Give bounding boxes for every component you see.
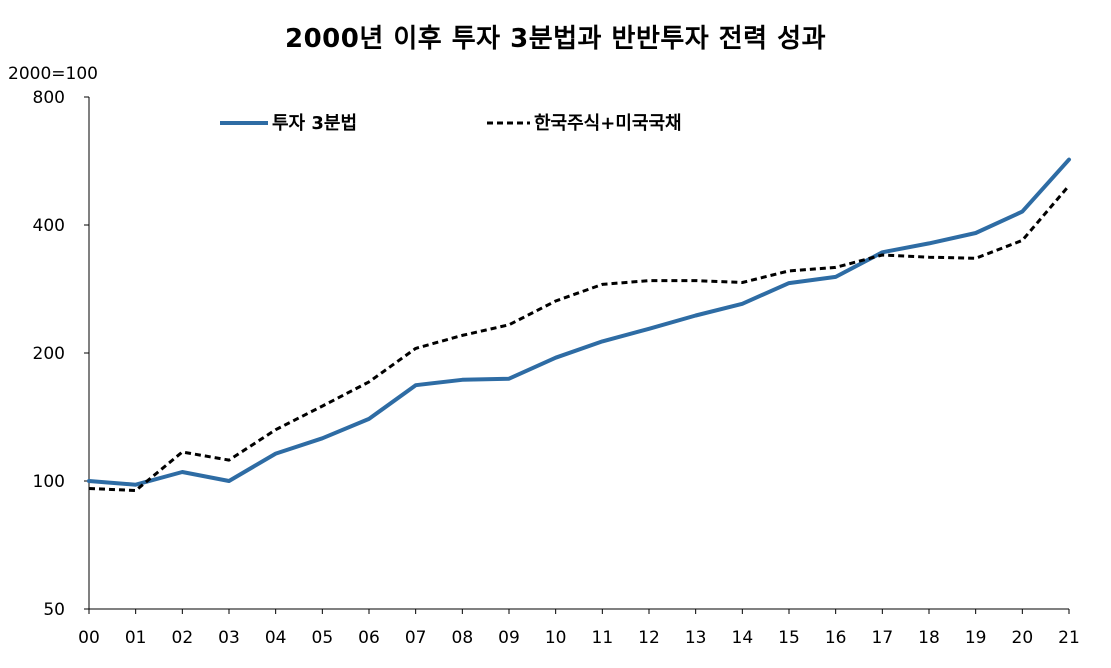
x-tick-label-20: 20 [1012,628,1034,648]
x-tick-label-09: 09 [498,628,520,648]
x-tick-label-17: 17 [872,628,894,648]
x-tick-label-18: 18 [918,628,940,648]
series-line-1 [88,184,1071,492]
x-tick-label-07: 07 [405,628,427,648]
y-tick-label-50: 50 [43,600,65,620]
x-tick-label-04: 04 [265,628,287,648]
y-axis-unit-label: 2000=100 [8,64,98,84]
x-tick-label-13: 13 [685,628,707,648]
x-tick-label-05: 05 [312,628,334,648]
x-tick-label-14: 14 [732,628,754,648]
legend-label-1: 한국주식+미국국채 [534,113,682,134]
x-tick-label-00: 00 [78,628,100,648]
y-tick-label-400: 400 [33,216,65,236]
series-lines [87,157,1071,492]
y-tick-label-100: 100 [33,472,65,492]
chart-title: 2000년 이후 투자 3분법과 반반투자 전력 성과 [285,24,826,54]
x-tick-label-11: 11 [592,628,614,648]
legend-label-0: 투자 3분법 [272,113,357,134]
legend: 투자 3분법 한국주식+미국국채 [220,113,682,134]
x-tick-label-10: 10 [545,628,567,648]
x-tick-label-16: 16 [825,628,847,648]
x-tick-label-02: 02 [172,628,194,648]
x-tick-label-21: 21 [1058,628,1080,648]
x-tick-label-01: 01 [125,628,147,648]
x-tick-label-06: 06 [358,628,380,648]
x-tick-label-03: 03 [218,628,240,648]
y-tick-label-200: 200 [33,344,65,364]
x-tick-label-19: 19 [965,628,987,648]
y-tick-label-800: 800 [33,88,65,108]
series-line-0 [87,157,1071,487]
x-tick-label-15: 15 [778,628,800,648]
x-tick-label-12: 12 [638,628,660,648]
x-tick-label-08: 08 [452,628,474,648]
axes: 50 100 200 400 800 00 01 02 03 04 05 06 07 08 09 10 11 12… [33,88,1080,648]
